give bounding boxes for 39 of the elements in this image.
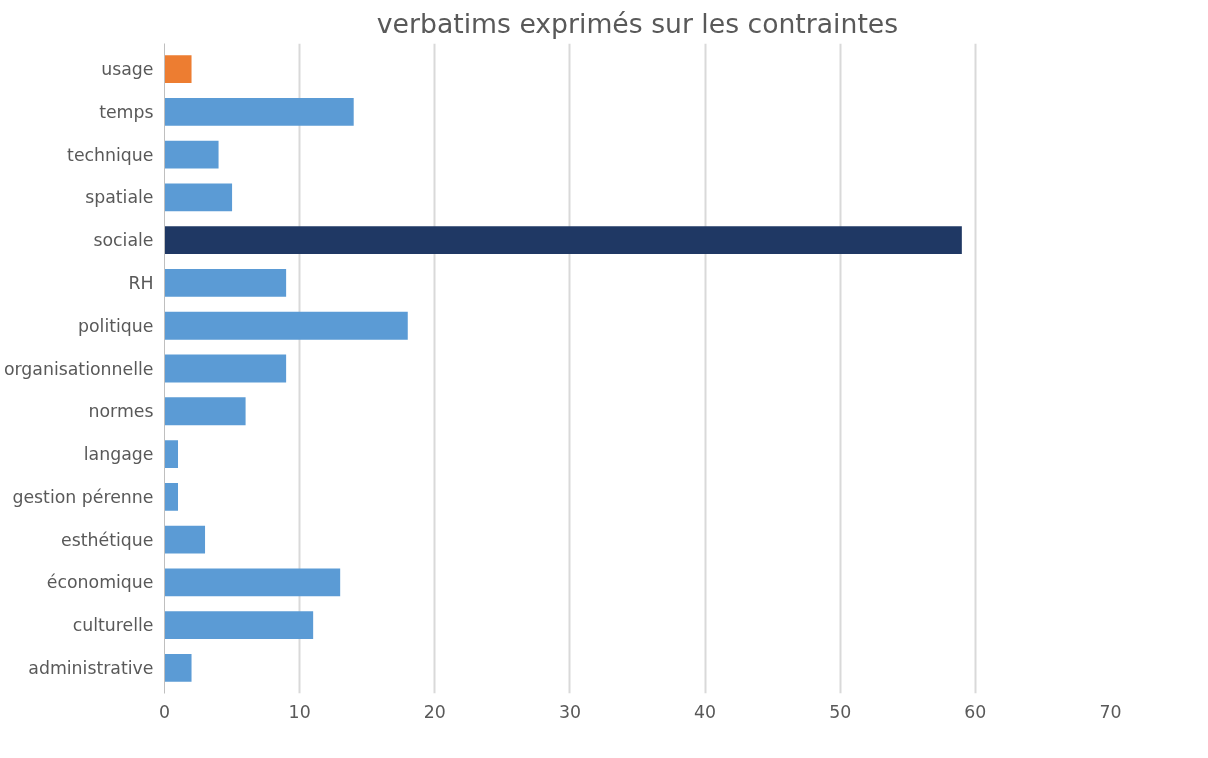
bar — [164, 183, 233, 212]
y-tick-label: RH — [128, 272, 154, 293]
bar — [164, 140, 219, 169]
y-tick-label: gestion pérenne — [12, 486, 154, 507]
y-tick-label: économique — [46, 572, 154, 593]
bar — [164, 354, 287, 383]
y-tick-label: sociale — [93, 230, 154, 251]
x-tick-label: 20 — [423, 701, 446, 722]
y-tick-label: usage — [101, 59, 154, 80]
y-tick-label: politique — [78, 315, 154, 336]
y-tick-label: temps — [99, 101, 154, 122]
y-tick-label: technique — [67, 144, 154, 165]
bar — [164, 55, 192, 84]
y-tick-label: langage — [83, 444, 154, 465]
bar — [164, 226, 962, 255]
bar — [164, 653, 192, 682]
bar — [164, 269, 287, 297]
bar — [164, 311, 408, 340]
x-tick-label: 50 — [829, 701, 852, 722]
x-tick-label: 30 — [558, 701, 581, 722]
y-tick-label: spatiale — [85, 187, 154, 208]
x-tick-label: 40 — [694, 701, 717, 722]
x-tick-label: 70 — [1099, 701, 1122, 722]
bar — [164, 98, 354, 126]
x-tick-label: 60 — [964, 701, 987, 722]
bar — [164, 525, 206, 554]
bar — [164, 440, 179, 468]
y-tick-label: organisationnelle — [3, 358, 154, 379]
bar — [164, 397, 246, 426]
x-tick-label: 10 — [288, 701, 311, 722]
bar — [164, 568, 341, 597]
chart-title: verbatims exprimés sur les contraintes — [376, 7, 899, 39]
bar — [164, 611, 314, 639]
bar — [164, 482, 179, 511]
y-tick-label: normes — [88, 401, 154, 422]
y-tick-label: culturelle — [72, 615, 154, 636]
y-tick-label: esthétique — [61, 529, 154, 550]
x-tick-label: 0 — [158, 701, 171, 722]
y-tick-label: administrative — [28, 657, 154, 678]
